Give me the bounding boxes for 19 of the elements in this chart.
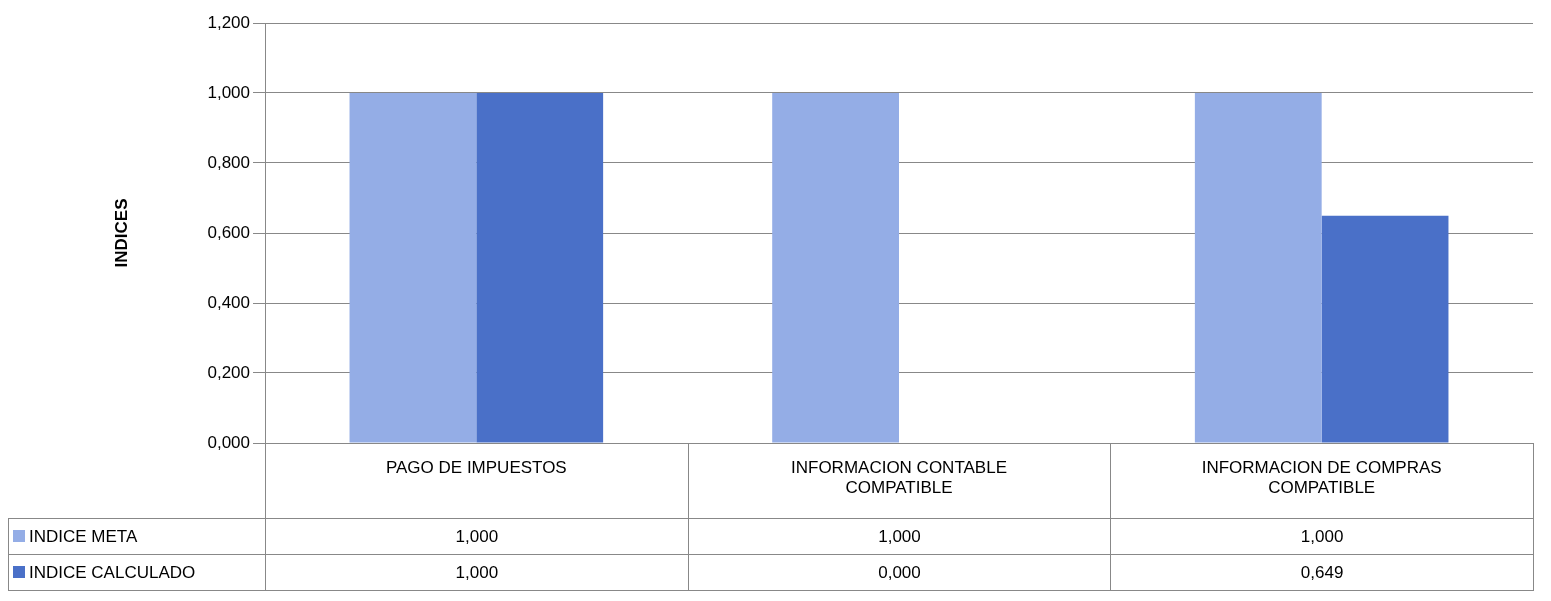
x-tick-label: INFORMACION DE COMPRAS COMPATIBLE bbox=[1201, 457, 1442, 498]
y-tick-label: 1,200 bbox=[207, 12, 250, 32]
y-tick-label: 1,000 bbox=[207, 82, 250, 102]
y-tick-label: 0,800 bbox=[207, 152, 250, 172]
y-tick-label: 0,400 bbox=[207, 292, 250, 312]
data-label: 1,000 bbox=[265, 518, 689, 555]
data-label: 0,000 bbox=[688, 554, 1111, 591]
y-tick-label: 0,000 bbox=[207, 432, 250, 452]
y-axis-title: INDICES bbox=[111, 198, 131, 268]
legend-label: INDICE META bbox=[29, 526, 138, 546]
data-label: 1,000 bbox=[1110, 518, 1534, 555]
y-tick-label: 0,600 bbox=[207, 222, 250, 242]
data-label: 0,649 bbox=[1110, 554, 1534, 591]
x-tick-label: PAGO DE IMPUESTOS bbox=[385, 457, 567, 477]
y-tick-label: 0,200 bbox=[207, 362, 250, 382]
x-tick-label: INFORMACION CONTABLE COMPATIBLE bbox=[791, 457, 1007, 498]
data-label: 1,000 bbox=[265, 554, 689, 591]
legend-label: INDICE CALCULADO bbox=[29, 562, 196, 582]
data-label: 1,000 bbox=[688, 518, 1111, 555]
